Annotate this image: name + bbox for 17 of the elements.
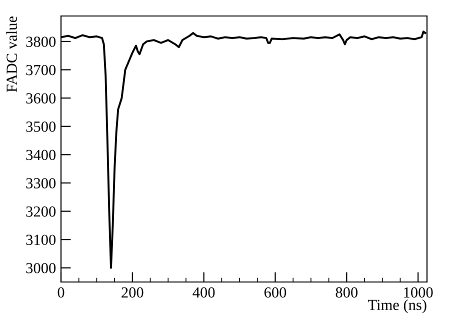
y-tick-label: 3700 [26, 64, 56, 76]
y-tick-label: 3600 [26, 93, 56, 104]
x-tick-label: 1000 [404, 287, 433, 298]
y-tick-label: 3100 [26, 234, 56, 246]
x-tick-label: 400 [192, 287, 215, 298]
x-axis-title: Time (ns) [368, 299, 426, 314]
y-tick-label: 3200 [26, 206, 56, 217]
x-tick-label: 600 [264, 287, 286, 298]
x-tick-label: 0 [58, 287, 64, 298]
y-axis-title: FADC value [6, 16, 17, 92]
y-tick-label: 3300 [26, 178, 56, 188]
y-tick-label: 3800 [26, 36, 56, 47]
y-tick-label: 3500 [26, 122, 56, 132]
x-tick-label: 200 [122, 287, 144, 298]
y-tick-label: 3400 [26, 150, 56, 160]
y-tick-label: 3000 [26, 262, 56, 274]
x-tick-label: 800 [336, 287, 358, 298]
